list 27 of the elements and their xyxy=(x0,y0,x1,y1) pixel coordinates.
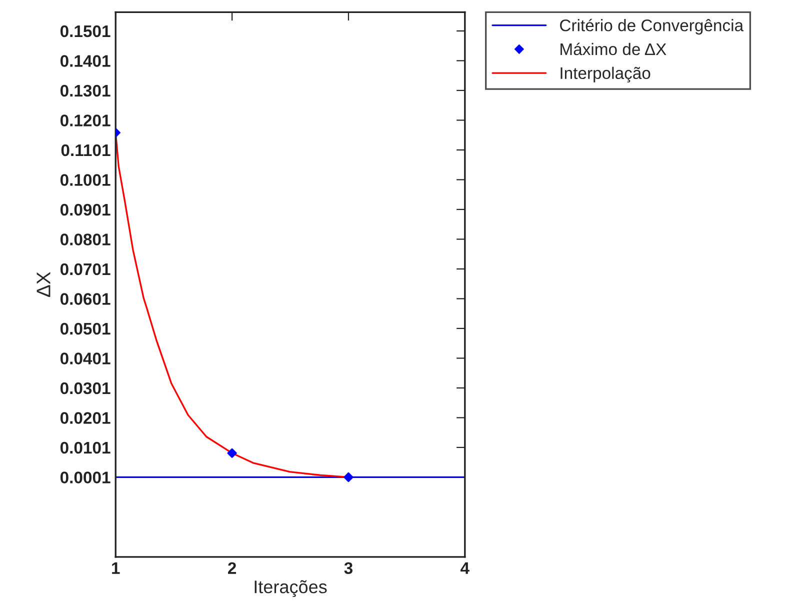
x-tick-label: 4 xyxy=(460,562,470,574)
x-tick-label: 1 xyxy=(112,562,120,574)
y-tick-label: 0.0401 xyxy=(60,352,110,364)
y-tick-label: 0.0101 xyxy=(60,442,110,454)
legend-label: Interpolação xyxy=(560,66,650,82)
y-tick-label: 0.0801 xyxy=(60,234,110,246)
y-tick-label: 0.1201 xyxy=(60,114,110,126)
y-axis-title: ΔX xyxy=(36,272,50,297)
y-tick-label: 0.1401 xyxy=(60,55,110,67)
y-tick-label: 0.0201 xyxy=(60,412,110,424)
y-tick-label: 0.1301 xyxy=(60,84,110,97)
legend-label: Máximo de ΔX xyxy=(560,42,666,56)
x-tick-label: 2 xyxy=(228,562,236,574)
point xyxy=(227,448,237,458)
y-tick-label: 0.0501 xyxy=(60,322,110,335)
y-tick-label: 0.1101 xyxy=(61,144,110,156)
y-tick-label: 0.0001 xyxy=(60,472,110,484)
legend-label: Critério de Convergência xyxy=(560,18,744,35)
y-tick-label: 0.0601 xyxy=(60,293,110,305)
x-axis-title: Iterações xyxy=(254,580,327,597)
y-tick-label: 0.1501 xyxy=(60,25,110,38)
y-tick-label: 0.0901 xyxy=(60,204,110,216)
point xyxy=(344,472,354,482)
y-tick-label: 0.1001 xyxy=(60,174,110,186)
y-tick-label: 0.0701 xyxy=(60,263,110,276)
x-tick-label: 3 xyxy=(344,562,353,574)
y-tick-label: 0.0301 xyxy=(60,382,110,394)
